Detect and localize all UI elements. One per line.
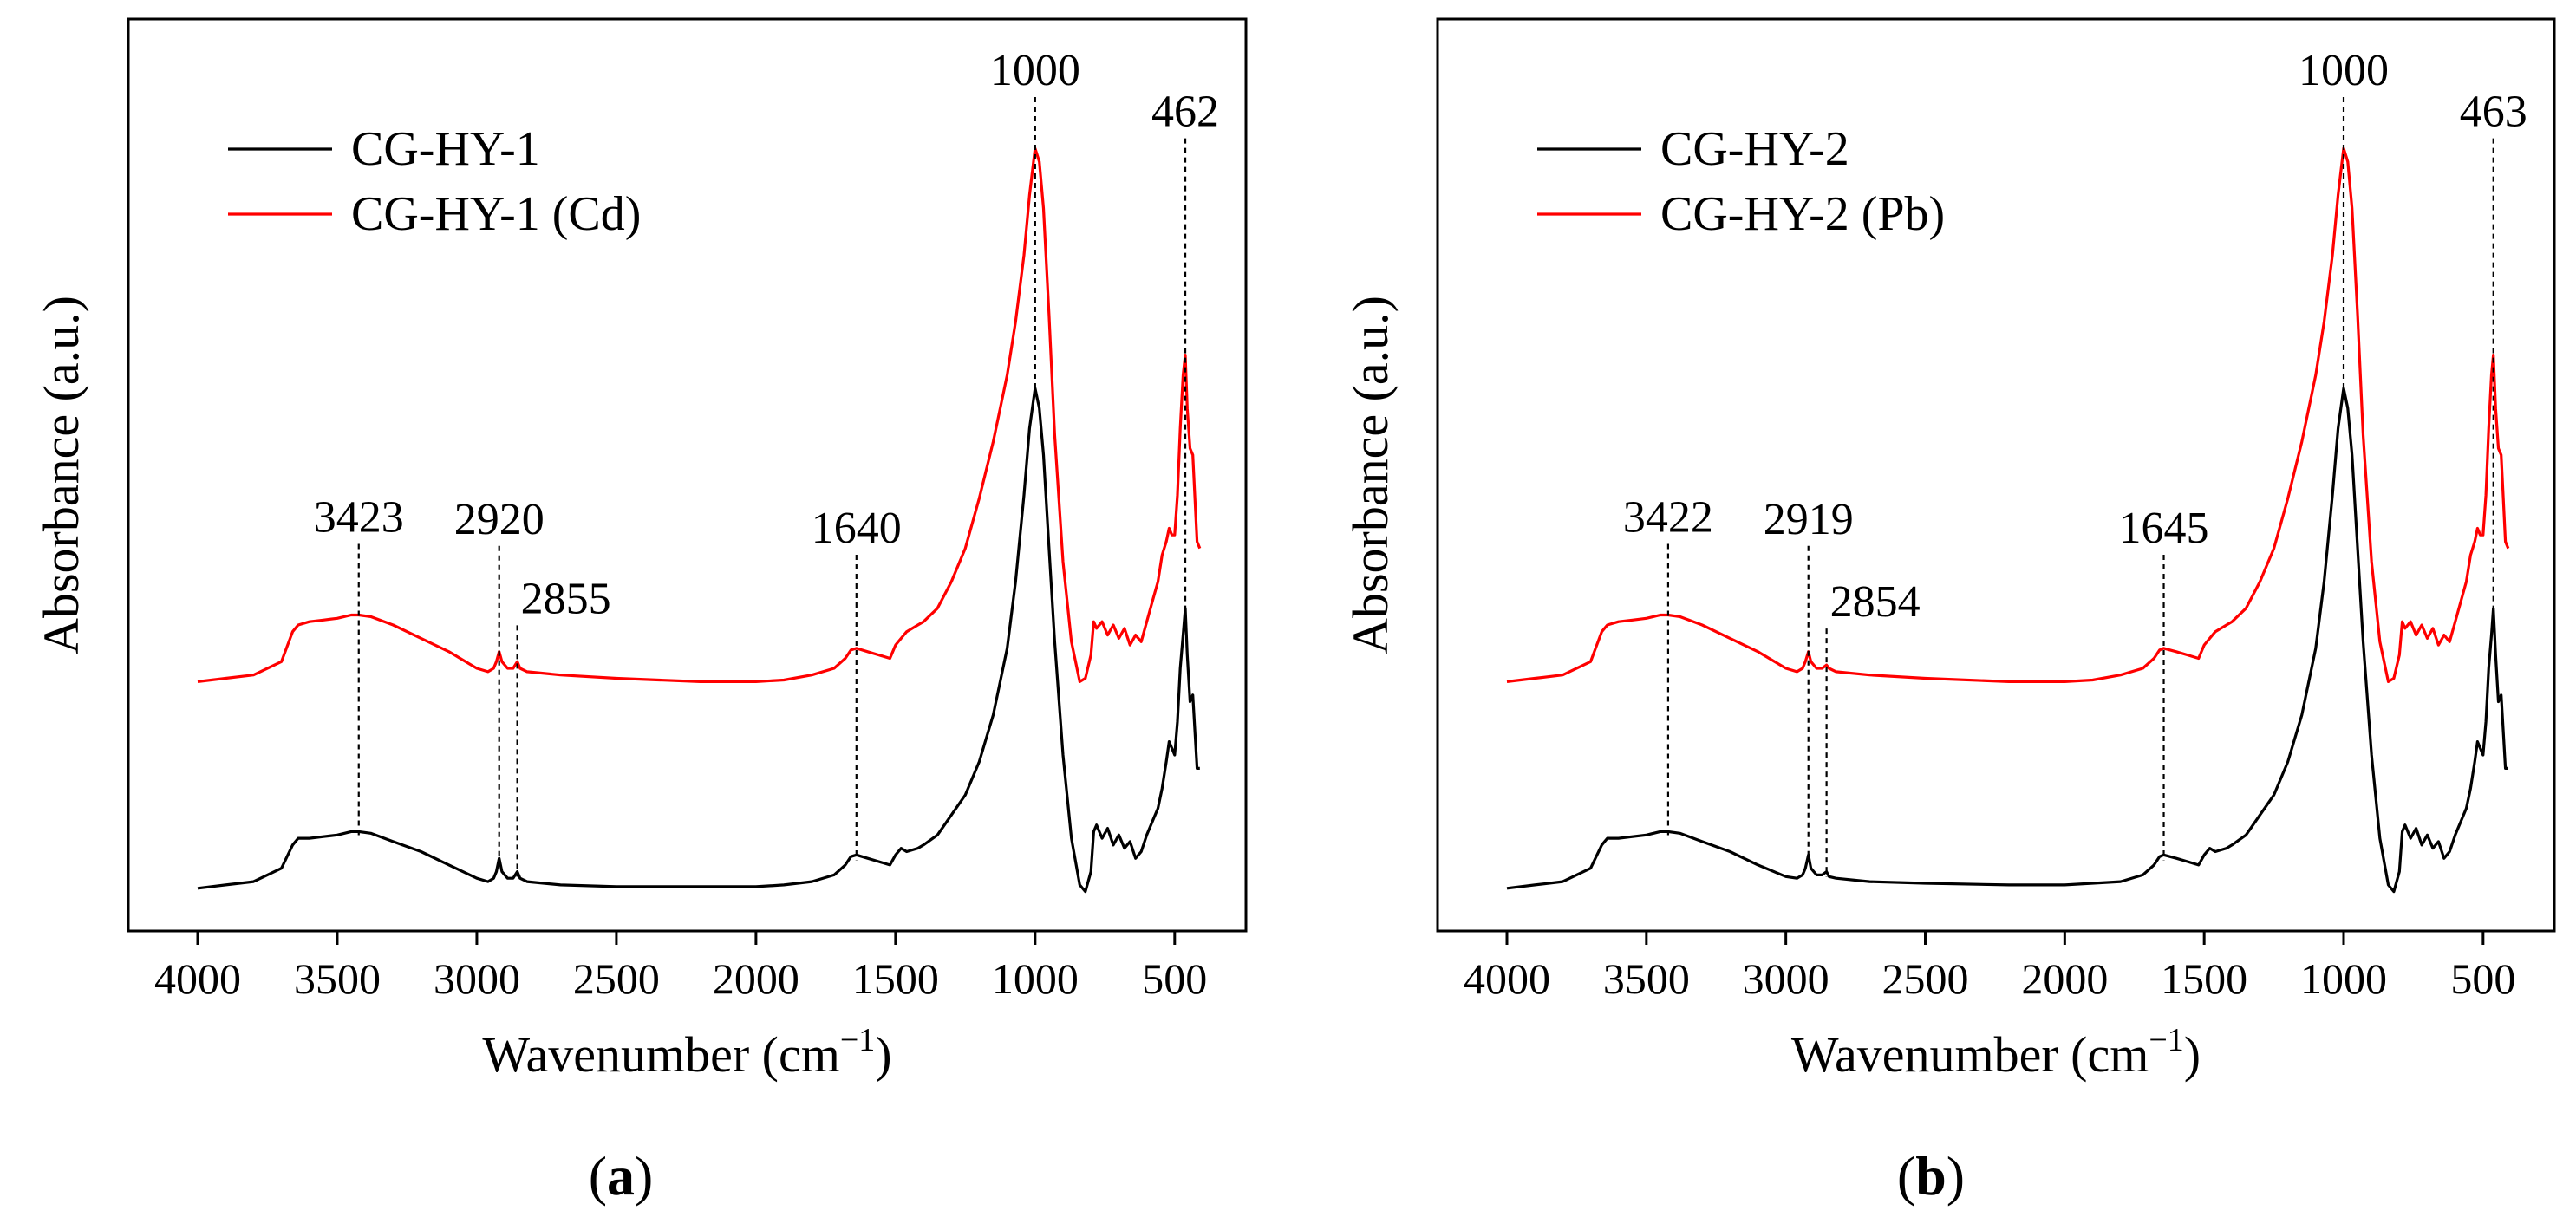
series-line-1 bbox=[197, 387, 1200, 894]
x-tick-label: 2500 bbox=[1882, 954, 1969, 1003]
peak-label: 3423 bbox=[314, 492, 404, 542]
legend-label: CG-HY-1 bbox=[351, 122, 540, 176]
x-axis-title: Wavenumber (cm−1) bbox=[482, 1022, 891, 1083]
y-axis-title: Absorbance (a.u.) bbox=[1342, 296, 1399, 654]
x-tick-label: 1500 bbox=[852, 954, 939, 1003]
x-tick-label: 1000 bbox=[2300, 954, 2387, 1003]
y-axis-title: Absorbance (a.u.) bbox=[33, 296, 89, 654]
peak-label: 2919 bbox=[1764, 495, 1854, 544]
plot-frame bbox=[1436, 17, 2556, 933]
series-line-2 bbox=[1506, 146, 2510, 683]
x-tick-label: 1500 bbox=[2161, 954, 2247, 1003]
peak-label: 3422 bbox=[1623, 492, 1713, 542]
legend-label: CG-HY-2 bbox=[1660, 122, 1849, 176]
peak-label: 1000 bbox=[2299, 46, 2389, 95]
x-tick-label: 1000 bbox=[992, 954, 1079, 1003]
x-tick-label: 500 bbox=[2450, 954, 2515, 1003]
x-tick-label: 3500 bbox=[294, 954, 381, 1003]
x-tick-label: 3500 bbox=[1603, 954, 1690, 1003]
x-tick-label: 4000 bbox=[1464, 954, 1550, 1003]
panel-label: (b) bbox=[1897, 1145, 1965, 1207]
peak-label: 2854 bbox=[1830, 577, 1921, 627]
x-tick-label: 3000 bbox=[1743, 954, 1829, 1003]
x-tick-label: 2000 bbox=[2021, 954, 2108, 1003]
peak-label: 2855 bbox=[521, 574, 611, 623]
peak-label: 1640 bbox=[812, 504, 902, 553]
x-tick-label: 3000 bbox=[434, 954, 520, 1003]
chart-panel-b: 4000 3500 3000 2500 2000 1500 1000 500 Wavenumbe… bbox=[1342, 17, 2556, 1207]
peak-label: 2920 bbox=[454, 495, 545, 544]
legend-label: CG-HY-1 (Cd) bbox=[351, 187, 641, 241]
x-tick-label: 2500 bbox=[573, 954, 660, 1003]
peak-label: 462 bbox=[1151, 88, 1219, 137]
panel-label: (a) bbox=[589, 1145, 654, 1207]
peak-label: 1000 bbox=[990, 46, 1080, 95]
x-tick-label: 4000 bbox=[154, 954, 241, 1003]
x-tick-label: 2000 bbox=[713, 954, 799, 1003]
plot-frame bbox=[127, 17, 1248, 933]
x-tick-label: 500 bbox=[1142, 954, 1207, 1003]
x-axis-title: Wavenumber (cm−1) bbox=[1791, 1022, 2201, 1083]
legend-label: CG-HY-2 (Pb) bbox=[1660, 187, 1945, 241]
peak-label: 463 bbox=[2460, 88, 2527, 137]
series-line-2 bbox=[197, 146, 1202, 683]
series-line-1 bbox=[1506, 387, 2508, 894]
peak-label: 1645 bbox=[2119, 504, 2209, 553]
chart-panel-a: 4000 3500 3000 2500 2000 1500 1000 500 Wavenumbe… bbox=[33, 17, 1248, 1207]
